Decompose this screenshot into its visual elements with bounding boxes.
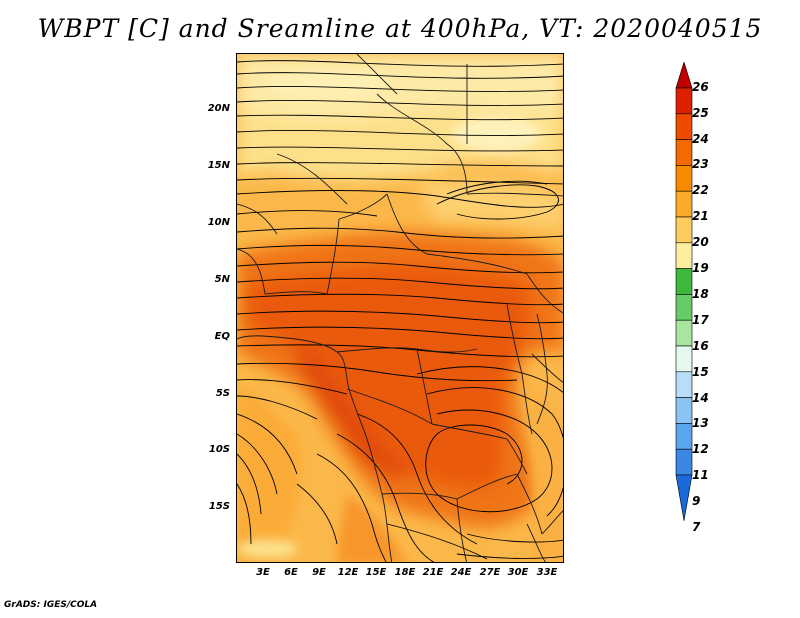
colorbar-label: 24	[692, 132, 709, 146]
colorbar-swatch	[675, 62, 693, 89]
colorbar-label: 25	[692, 106, 709, 120]
lat-label: EQ	[214, 331, 230, 342]
colorbar-swatch	[675, 474, 693, 521]
lon-label: 12E	[337, 567, 359, 578]
colorbar-label: 17	[692, 313, 709, 327]
colorbar-swatch	[675, 371, 693, 398]
colorbar-swatch	[675, 113, 693, 140]
map-title: WBPT [C] and Sreamline at 400hPa, VT: 20…	[37, 14, 763, 43]
colorbar-label: 26	[692, 80, 709, 94]
colorbar	[675, 62, 693, 521]
colorbar-swatch	[675, 294, 693, 321]
lat-label: 15S	[208, 501, 230, 512]
colorbar-swatch	[675, 216, 693, 244]
colorbar-label: 12	[692, 442, 709, 456]
lon-label: 21E	[422, 567, 444, 578]
map-panel	[236, 53, 564, 563]
lon-label: 18E	[394, 567, 416, 578]
colorbar-swatch	[675, 319, 693, 347]
lon-label: 30E	[507, 567, 529, 578]
lat-label: 5S	[215, 388, 230, 399]
colorbar-swatch	[675, 139, 693, 166]
temperature-field	[237, 54, 563, 562]
colorbar-swatch	[675, 87, 693, 115]
colorbar-label: 7	[692, 520, 701, 534]
colorbar-label: 9	[692, 494, 701, 508]
streamlines	[237, 60, 563, 562]
colorbar-swatch	[675, 397, 693, 424]
lon-label: 24E	[450, 567, 472, 578]
colorbar-swatch	[675, 345, 693, 373]
lat-label: 10N	[207, 217, 230, 228]
colorbar-label: 11	[692, 468, 709, 482]
colorbar-label: 20	[692, 235, 709, 249]
colorbar-label: 23	[692, 157, 709, 171]
lat-label: 5N	[214, 274, 230, 285]
colorbar-swatch	[675, 423, 693, 450]
lon-label: 15E	[365, 567, 387, 578]
colorbar-label: 21	[692, 209, 709, 223]
colorbar-swatch	[675, 448, 693, 476]
colorbar-swatch	[675, 268, 693, 295]
colorbar-label: 14	[692, 391, 709, 405]
colorbar-label: 13	[692, 416, 709, 430]
footer-credit: GrADS: IGES/COLA	[4, 600, 98, 610]
lon-label: 27E	[479, 567, 501, 578]
country-borders	[237, 54, 563, 562]
lon-label: 9E	[312, 567, 326, 578]
colorbar-label: 22	[692, 183, 709, 197]
lon-label: 33E	[536, 567, 558, 578]
lon-label: 3E	[256, 567, 270, 578]
colorbar-label: 15	[692, 365, 709, 379]
lat-label: 20N	[207, 103, 230, 114]
lon-label: 6E	[284, 567, 298, 578]
colorbar-label: 19	[692, 261, 709, 275]
colorbar-swatch	[675, 165, 693, 192]
colorbar-label: 16	[692, 339, 709, 353]
colorbar-swatch	[675, 242, 693, 269]
lat-label: 10S	[208, 444, 230, 455]
colorbar-label: 18	[692, 287, 709, 301]
lat-label: 15N	[207, 160, 230, 171]
colorbar-swatch	[675, 190, 693, 218]
